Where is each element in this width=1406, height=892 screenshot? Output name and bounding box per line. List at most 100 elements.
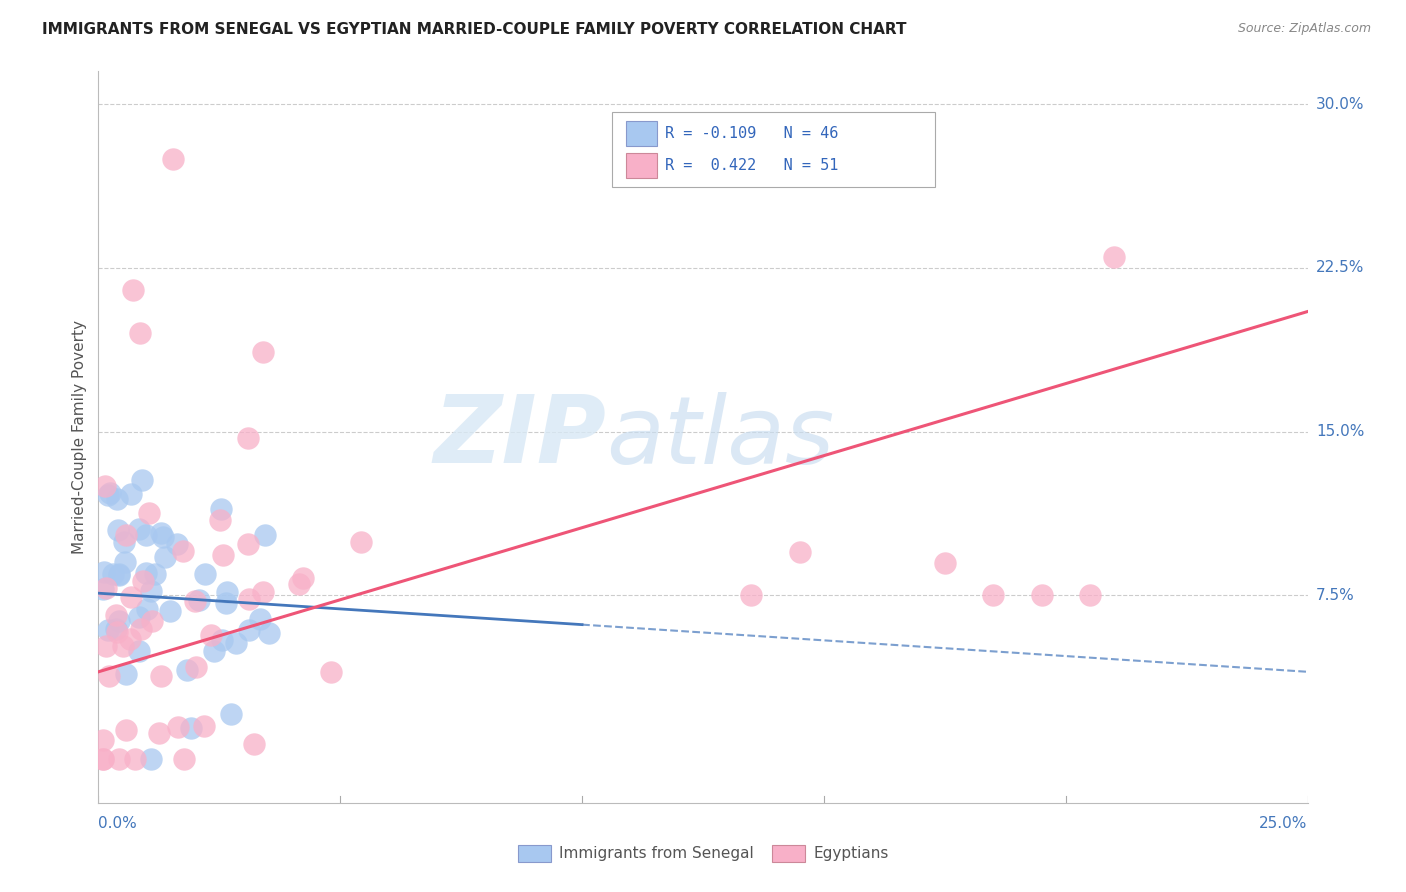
Point xyxy=(1102,250,1125,264)
Point xyxy=(91,582,114,597)
Text: Source: ZipAtlas.com: Source: ZipAtlas.com xyxy=(1237,22,1371,36)
Point xyxy=(252,345,274,359)
Point xyxy=(215,596,238,610)
Point xyxy=(211,633,233,648)
Point xyxy=(243,737,266,751)
Point xyxy=(105,624,128,639)
Text: 0.0%: 0.0% xyxy=(98,816,138,831)
Point xyxy=(105,491,128,506)
Point xyxy=(219,706,242,721)
Point xyxy=(288,576,311,591)
Point xyxy=(97,488,120,502)
Point xyxy=(107,567,129,582)
Point xyxy=(112,535,135,549)
Point xyxy=(252,585,274,599)
Point xyxy=(118,632,141,647)
Point xyxy=(139,583,162,598)
Point xyxy=(98,669,121,683)
Point xyxy=(120,590,142,604)
Point xyxy=(131,473,153,487)
Text: ZIP: ZIP xyxy=(433,391,606,483)
Point xyxy=(217,585,239,599)
Point xyxy=(186,660,208,674)
Text: 7.5%: 7.5% xyxy=(1316,588,1354,603)
Point xyxy=(114,667,136,681)
Point xyxy=(789,545,811,559)
Point xyxy=(172,543,194,558)
Point xyxy=(132,574,155,588)
Point xyxy=(141,615,163,629)
Point xyxy=(349,535,371,549)
Text: R = -0.109   N = 46: R = -0.109 N = 46 xyxy=(665,127,838,141)
Point xyxy=(159,604,181,618)
Point xyxy=(1078,588,1101,602)
Legend: Immigrants from Senegal, Egyptians: Immigrants from Senegal, Egyptians xyxy=(512,838,894,868)
Point xyxy=(128,609,150,624)
Point xyxy=(135,566,157,580)
Point xyxy=(184,593,207,607)
Y-axis label: Married-Couple Family Poverty: Married-Couple Family Poverty xyxy=(72,320,87,554)
Text: 30.0%: 30.0% xyxy=(1316,96,1364,112)
Point xyxy=(150,526,173,541)
Point xyxy=(143,567,166,582)
Point xyxy=(209,502,232,516)
Point xyxy=(120,486,142,500)
Point xyxy=(107,614,129,628)
Point xyxy=(740,588,762,602)
Point xyxy=(934,556,956,570)
Point xyxy=(91,752,114,766)
Point xyxy=(97,624,120,638)
Point xyxy=(166,537,188,551)
Point xyxy=(148,726,170,740)
Point xyxy=(194,567,217,582)
Point xyxy=(114,723,136,737)
Point xyxy=(193,719,215,733)
Point xyxy=(167,720,190,734)
Point xyxy=(115,527,138,541)
Point xyxy=(112,639,135,653)
Point xyxy=(94,479,117,493)
Point xyxy=(103,567,125,582)
Point xyxy=(225,636,247,650)
Point xyxy=(122,283,145,297)
Point xyxy=(139,752,162,766)
Text: IMMIGRANTS FROM SENEGAL VS EGYPTIAN MARRIED-COUPLE FAMILY POVERTY CORRELATION CH: IMMIGRANTS FROM SENEGAL VS EGYPTIAN MARR… xyxy=(42,22,907,37)
Point xyxy=(981,588,1004,602)
Point xyxy=(129,326,152,341)
Point xyxy=(208,512,231,526)
Point xyxy=(128,522,150,536)
Point xyxy=(179,721,201,735)
Point xyxy=(173,752,195,766)
Text: atlas: atlas xyxy=(606,392,835,483)
Point xyxy=(104,608,127,623)
Text: 22.5%: 22.5% xyxy=(1316,260,1364,276)
Point xyxy=(135,528,157,542)
Point xyxy=(257,626,280,640)
Point xyxy=(291,572,314,586)
Point xyxy=(107,523,129,537)
Point xyxy=(100,485,122,500)
Point xyxy=(236,537,259,551)
Point xyxy=(253,528,276,542)
Text: R =  0.422   N = 51: R = 0.422 N = 51 xyxy=(665,158,838,172)
Point xyxy=(114,555,136,569)
Text: 15.0%: 15.0% xyxy=(1316,424,1364,439)
Point xyxy=(202,644,225,658)
Point xyxy=(91,752,114,766)
Point xyxy=(108,752,131,766)
Point xyxy=(238,623,260,637)
Point xyxy=(149,669,172,683)
Point xyxy=(96,640,118,654)
Point xyxy=(128,644,150,658)
Point xyxy=(108,567,131,582)
Point xyxy=(1031,588,1053,602)
Point xyxy=(91,733,114,747)
Point xyxy=(104,622,127,636)
Point xyxy=(94,581,117,595)
Point xyxy=(238,591,260,606)
Point xyxy=(131,622,153,636)
Point xyxy=(155,549,177,564)
Point xyxy=(124,752,146,766)
Point xyxy=(211,548,233,562)
Text: 25.0%: 25.0% xyxy=(1260,816,1308,831)
